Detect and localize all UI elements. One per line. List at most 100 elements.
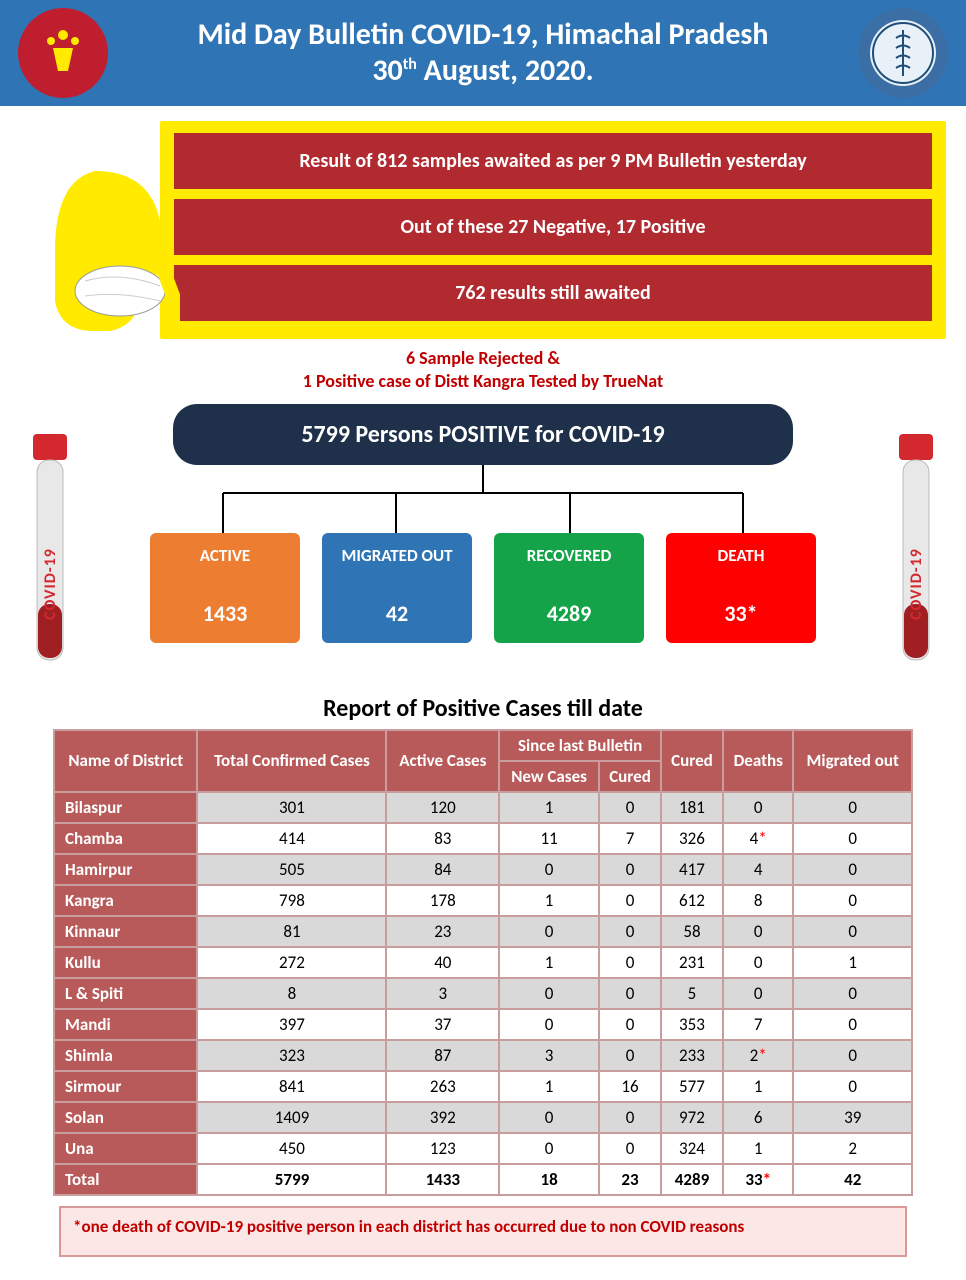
cell: 0 — [599, 1102, 661, 1133]
cell: 0 — [599, 978, 661, 1009]
cell: 0 — [793, 885, 912, 916]
cell: 178 — [386, 885, 499, 916]
cell: 1433 — [386, 1164, 499, 1195]
cell: 417 — [661, 854, 723, 885]
positive-cases-table: Name of District Total Confirmed Cases A… — [53, 729, 913, 1196]
cell: 0 — [599, 885, 661, 916]
cell: 1 — [499, 885, 599, 916]
cell: 11 — [499, 823, 599, 854]
callout-line-3: 762 results still awaited — [174, 265, 932, 321]
cell: 414 — [197, 823, 386, 854]
stat-death: DEATH 33* — [666, 533, 816, 643]
table-row: L & Spiti8300500 — [54, 978, 912, 1009]
callout-line-1: Result of 812 samples awaited as per 9 P… — [174, 133, 932, 189]
total-positive-box: 5799 Persons POSITIVE for COVID-19 — [173, 404, 793, 465]
row-district: Solan — [54, 1102, 197, 1133]
callout-section: Result of 812 samples awaited as per 9 P… — [20, 121, 946, 339]
table-row: Solan140939200972639 — [54, 1102, 912, 1133]
cell: 1 — [793, 947, 912, 978]
cell: 0 — [723, 792, 794, 823]
cell: 231 — [661, 947, 723, 978]
stat-value: 1433 — [156, 600, 294, 627]
cell: 83 — [386, 823, 499, 854]
row-district: Bilaspur — [54, 792, 197, 823]
cell: 0 — [793, 854, 912, 885]
footnote: *one death of COVID-19 positive person i… — [59, 1206, 907, 1257]
row-district: Hamirpur — [54, 854, 197, 885]
cell: 0 — [723, 947, 794, 978]
cell: 0 — [599, 1133, 661, 1164]
stat-value: 33* — [672, 600, 810, 627]
callout-box: Result of 812 samples awaited as per 9 P… — [160, 121, 946, 339]
cell: 3 — [499, 1040, 599, 1071]
stat-label: MIGRATED OUT — [328, 545, 466, 566]
cell: 1 — [499, 1071, 599, 1102]
cell: 326 — [661, 823, 723, 854]
cell: 7 — [723, 1009, 794, 1040]
cell: 0 — [599, 916, 661, 947]
col-new-cases: New Cases — [499, 761, 599, 792]
stat-value: 42 — [328, 600, 466, 627]
row-district: Kullu — [54, 947, 197, 978]
table-row: Sirmour84126311657710 — [54, 1071, 912, 1102]
title-line2: 30th August, 2020. — [198, 53, 769, 89]
cell: 23 — [599, 1164, 661, 1195]
cell: 0 — [793, 1071, 912, 1102]
stat-active: ACTIVE 1433 — [150, 533, 300, 643]
cell: 1 — [723, 1133, 794, 1164]
cell: 0 — [499, 854, 599, 885]
cell: 301 — [197, 792, 386, 823]
cell: 81 — [197, 916, 386, 947]
cell: 39 — [793, 1102, 912, 1133]
col-total-confirmed: Total Confirmed Cases — [197, 730, 386, 792]
cell: 323 — [197, 1040, 386, 1071]
cell: 0 — [723, 978, 794, 1009]
table-row: Chamba414831173264*0 — [54, 823, 912, 854]
cell: 0 — [793, 978, 912, 1009]
cell: 0 — [499, 1102, 599, 1133]
cell: 7 — [599, 823, 661, 854]
cell: 84 — [386, 854, 499, 885]
cell: 450 — [197, 1133, 386, 1164]
cell: 0 — [793, 1009, 912, 1040]
cell: 18 — [499, 1164, 599, 1195]
cell: 0 — [499, 1009, 599, 1040]
row-district: Mandi — [54, 1009, 197, 1040]
cell: 798 — [197, 885, 386, 916]
cell: 272 — [197, 947, 386, 978]
cell: 353 — [661, 1009, 723, 1040]
table-row: Una4501230032412 — [54, 1133, 912, 1164]
cell: 40 — [386, 947, 499, 978]
cell: 2 — [793, 1133, 912, 1164]
svg-text:COVID-19: COVID-19 — [41, 548, 60, 620]
cell: 3 — [386, 978, 499, 1009]
cell: 1 — [723, 1071, 794, 1102]
cell: 6 — [723, 1102, 794, 1133]
cell: 0 — [599, 1040, 661, 1071]
col-district: Name of District — [54, 730, 197, 792]
table-row: Bilaspur3011201018100 — [54, 792, 912, 823]
cell: 0 — [793, 823, 912, 854]
cell: 0 — [793, 792, 912, 823]
cell: 577 — [661, 1071, 723, 1102]
row-district: Shimla — [54, 1040, 197, 1071]
col-deaths: Deaths — [723, 730, 794, 792]
cell: 58 — [661, 916, 723, 947]
table-row: Shimla32387302332*0 — [54, 1040, 912, 1071]
table-row: Kinnaur8123005800 — [54, 916, 912, 947]
col-migrated: Migrated out — [793, 730, 912, 792]
cell: 0 — [599, 792, 661, 823]
stat-row: ACTIVE 1433 MIGRATED OUT 42 RECOVERED 42… — [90, 533, 876, 643]
cell: 181 — [661, 792, 723, 823]
cell: 4 — [723, 854, 794, 885]
cell: 0 — [793, 1040, 912, 1071]
cell: 42 — [793, 1164, 912, 1195]
row-district: Total — [54, 1164, 197, 1195]
title-line1: Mid Day Bulletin COVID-19, Himachal Prad… — [198, 17, 769, 53]
cell: 397 — [197, 1009, 386, 1040]
cell: 612 — [661, 885, 723, 916]
table-row: Kullu272401023101 — [54, 947, 912, 978]
header-bar: Mid Day Bulletin COVID-19, Himachal Prad… — [0, 0, 966, 106]
cell: 1 — [499, 947, 599, 978]
cell: 2* — [723, 1040, 794, 1071]
